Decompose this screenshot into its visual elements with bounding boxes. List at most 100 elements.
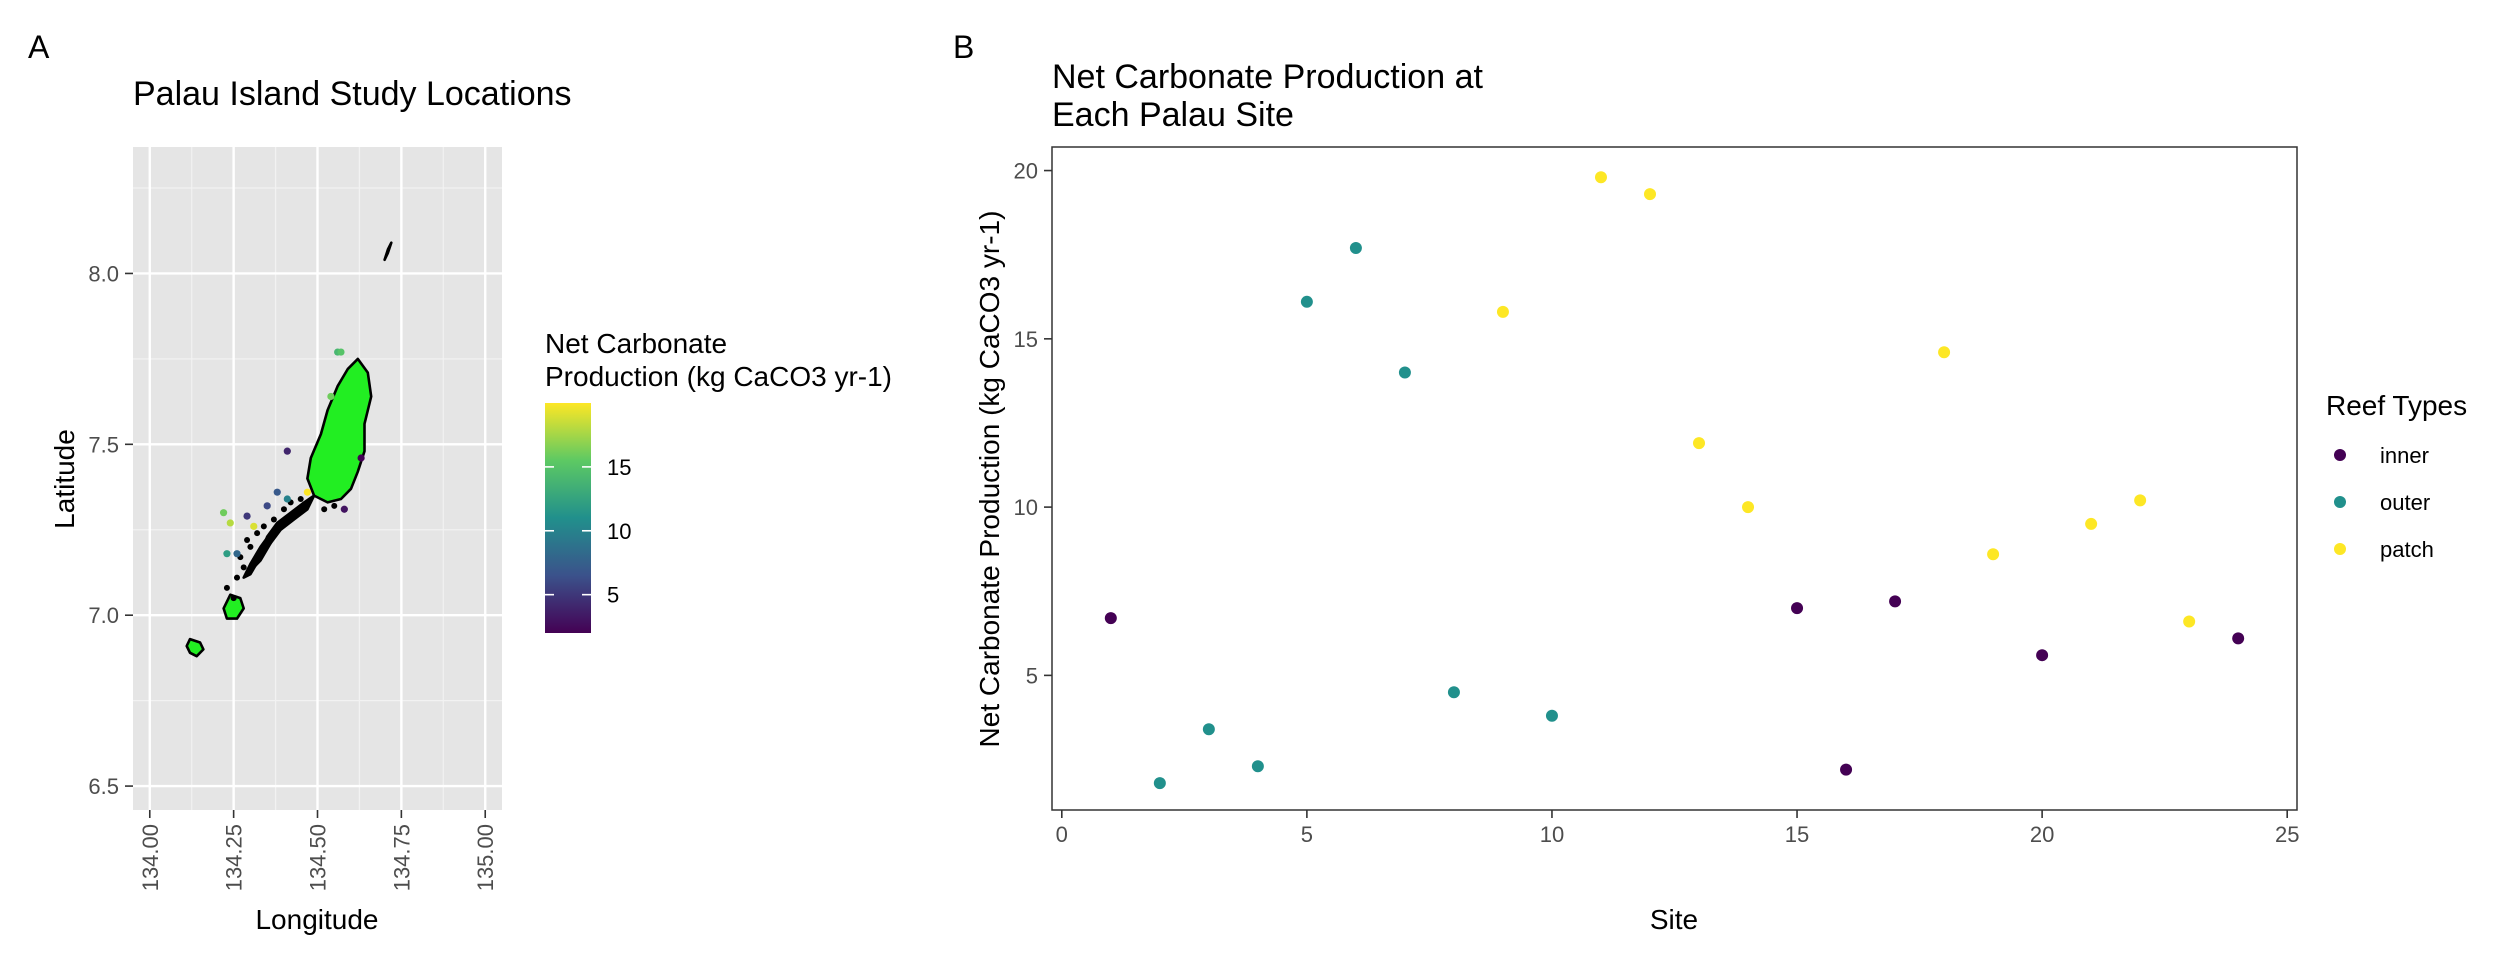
scatter-x-tick-label: 5: [1301, 822, 1313, 847]
colorbar-legend: Net Carbonate Production (kg CaCO3 yr-1)…: [545, 328, 892, 633]
map-x-tick-label: 134.00: [138, 824, 163, 891]
scatter-x-tick-label: 0: [1056, 822, 1068, 847]
scatter-point-patch: [2085, 517, 2098, 530]
scatter-point-outer: [1153, 777, 1166, 790]
panel-b-label: B: [953, 29, 974, 65]
scatter-point-outer: [1545, 709, 1558, 722]
scatter-y-axis-label: Net Carbonate Production (kg CaCO3 yr-1): [974, 211, 1005, 748]
islet: [230, 595, 237, 602]
rock-islands: [242, 531, 272, 579]
legend-label-patch: patch: [2380, 537, 2434, 562]
islet: [244, 537, 251, 544]
palau-islands: [185, 241, 393, 658]
legend-label-outer: outer: [2380, 490, 2430, 515]
study-site-point: [340, 505, 348, 513]
scatter-axes: 0 5 10 15 20 25 5 10 15 20: [1014, 159, 2300, 847]
islet: [331, 502, 338, 509]
study-site-point: [283, 447, 291, 455]
panel-b-title-line2: Each Palau Site: [1052, 96, 1294, 134]
colorbar-tick-label: 15: [607, 455, 631, 480]
scatter-point-inner: [1791, 602, 1804, 615]
panel-b-scatter: B Net Carbonate Production at Each Palau…: [953, 29, 2467, 935]
scatter-x-tick-label: 15: [1785, 822, 1809, 847]
study-site-point: [226, 519, 234, 527]
map-x-tick-label: 134.50: [306, 824, 331, 891]
panel-b-title-line1: Net Carbonate Production at: [1052, 58, 1483, 96]
scatter-points: [1104, 171, 2245, 790]
study-site-point: [273, 488, 281, 496]
colorbar-title-line1: Net Carbonate: [545, 328, 727, 359]
islet: [240, 564, 247, 571]
scatter-point-patch: [1742, 501, 1755, 514]
angaur-island: [185, 637, 205, 658]
study-site-point: [303, 488, 312, 496]
study-site-point: [357, 454, 365, 462]
study-site-point: [219, 509, 228, 517]
study-site-point: [337, 348, 345, 356]
scatter-point-inner: [1104, 612, 1117, 625]
scatter-point-patch: [1496, 305, 1509, 318]
peleliu-island: [222, 593, 245, 620]
islet: [270, 516, 277, 523]
islet: [321, 506, 328, 513]
colorbar-title-line2: Production (kg CaCO3 yr-1): [545, 361, 892, 392]
map-y-tick-label: 7.0: [88, 603, 119, 628]
scatter-point-outer: [1447, 686, 1460, 699]
scatter-y-tick-label: 20: [1014, 159, 1038, 184]
legend-key-patch: [2334, 543, 2346, 555]
study-site-point: [223, 550, 231, 558]
study-site-point: [283, 495, 291, 503]
study-site-point: [233, 550, 241, 558]
map-y-axis-label: Latitude: [49, 429, 80, 529]
scatter-point-patch: [1938, 346, 1951, 359]
scatter-point-patch: [1693, 437, 1706, 450]
scatter-point-patch: [1594, 171, 1607, 184]
islet: [260, 523, 267, 530]
scatter-y-tick-label: 5: [1026, 663, 1038, 688]
scatter-point-patch: [2134, 494, 2147, 507]
scatter-point-outer: [1202, 723, 1215, 736]
colorbar-tick-label: 10: [607, 519, 631, 544]
scatter-point-inner: [2036, 649, 2049, 662]
legend-entries: inner outer patch: [2334, 443, 2434, 562]
kayangel-atoll: [383, 241, 393, 262]
panel-a-title: Palau Island Study Locations: [133, 75, 572, 113]
study-site-points: [219, 348, 365, 558]
colorbar-ticks: 5 10 15: [545, 455, 631, 608]
map-y-tick-label: 7.5: [88, 432, 119, 457]
scatter-x-axis-label: Site: [1650, 904, 1698, 935]
scatter-plot-panel: [1051, 146, 2298, 811]
map-x-tick-label: 134.25: [222, 824, 247, 891]
scatter-point-outer: [1251, 760, 1264, 773]
scatter-point-inner: [2232, 632, 2245, 645]
scatter-point-patch: [1643, 188, 1656, 201]
study-site-point: [327, 392, 335, 401]
colorbar-tick-label: 5: [607, 583, 619, 608]
study-site-point: [250, 522, 258, 530]
scatter-point-outer: [1300, 295, 1313, 308]
panel-a-label: A: [28, 29, 50, 65]
map-x-tick-label: 134.75: [389, 824, 414, 891]
islet: [297, 496, 304, 503]
islet: [254, 530, 261, 537]
scatter-x-tick-label: 20: [2030, 822, 2054, 847]
islet: [280, 506, 287, 513]
study-site-point: [263, 502, 271, 510]
islet: [223, 584, 230, 591]
reef-types-legend: Reef Types inner outer patch: [2326, 390, 2467, 562]
legend-key-outer: [2334, 496, 2346, 508]
map-x-axis-label: Longitude: [255, 904, 378, 935]
legend-title: Reef Types: [2326, 390, 2467, 421]
map-y-tick-label: 6.5: [88, 774, 119, 799]
islet: [233, 574, 240, 581]
scatter-point-outer: [1349, 241, 1362, 254]
scatter-point-outer: [1398, 366, 1411, 379]
scatter-point-patch: [2183, 615, 2196, 628]
scatter-point-inner: [1889, 595, 1902, 608]
scatter-y-tick-label: 10: [1014, 495, 1038, 520]
scatter-point-patch: [1987, 548, 2000, 561]
scatter-y-tick-label: 15: [1014, 327, 1038, 352]
study-site-point: [243, 512, 251, 520]
map-x-tick-label: 135.00: [473, 824, 498, 891]
